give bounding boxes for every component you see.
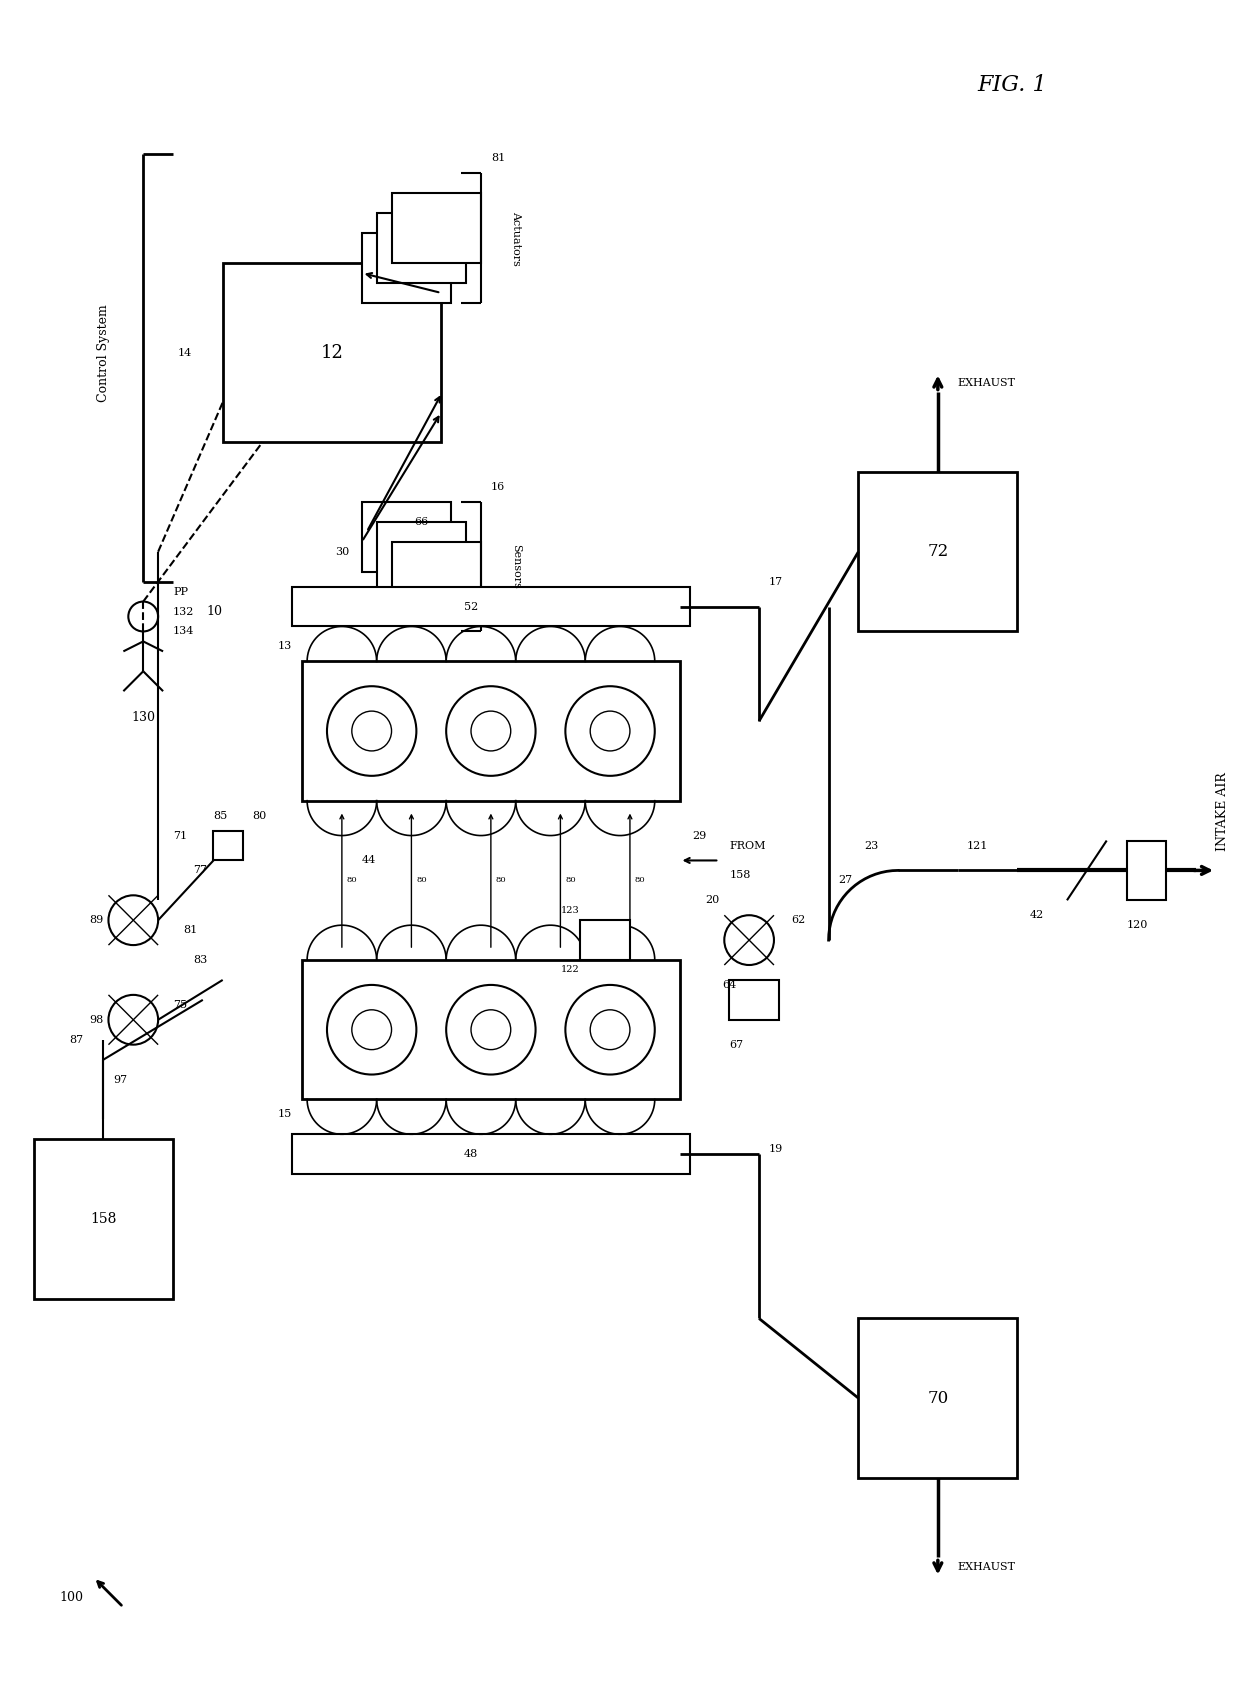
Text: 72: 72 xyxy=(928,543,949,560)
Text: 122: 122 xyxy=(560,966,579,975)
Text: 158: 158 xyxy=(91,1211,117,1226)
Text: 23: 23 xyxy=(864,840,878,850)
Text: 64: 64 xyxy=(722,980,737,990)
Text: 42: 42 xyxy=(1030,910,1044,920)
Text: 52: 52 xyxy=(464,602,479,612)
Text: 10: 10 xyxy=(207,606,223,617)
Text: 130: 130 xyxy=(131,711,155,725)
Bar xyxy=(213,830,243,861)
Bar xyxy=(392,194,481,264)
Bar xyxy=(377,522,466,592)
Bar xyxy=(293,587,689,626)
Text: 80: 80 xyxy=(635,876,646,885)
Bar xyxy=(33,1140,174,1298)
Text: Actuators: Actuators xyxy=(511,211,521,265)
Text: 98: 98 xyxy=(89,1015,103,1024)
Text: 13: 13 xyxy=(278,641,293,651)
Text: 75: 75 xyxy=(174,1000,187,1010)
Text: 20: 20 xyxy=(706,895,719,905)
Text: 66: 66 xyxy=(414,517,429,527)
Text: 48: 48 xyxy=(464,1150,479,1158)
Text: 89: 89 xyxy=(89,915,103,925)
Text: 17: 17 xyxy=(769,577,784,587)
Text: Control System: Control System xyxy=(97,304,110,401)
Bar xyxy=(858,1318,1017,1478)
Text: 16: 16 xyxy=(491,481,505,492)
Text: 123: 123 xyxy=(560,905,579,915)
Text: INTAKE AIR: INTAKE AIR xyxy=(1216,772,1229,850)
Text: PP: PP xyxy=(174,587,188,597)
Bar xyxy=(362,502,451,572)
Text: 67: 67 xyxy=(729,1039,744,1050)
Bar xyxy=(223,264,441,442)
Text: 100: 100 xyxy=(60,1590,83,1604)
Text: 44: 44 xyxy=(362,856,376,866)
Bar xyxy=(392,543,481,612)
Bar xyxy=(377,213,466,282)
Text: 19: 19 xyxy=(769,1145,784,1155)
Text: FIG. 1: FIG. 1 xyxy=(977,73,1048,95)
Text: 121: 121 xyxy=(967,840,988,850)
Text: EXHAUST: EXHAUST xyxy=(957,1563,1016,1572)
Text: 81: 81 xyxy=(184,925,197,936)
Text: 15: 15 xyxy=(278,1109,293,1119)
Text: FROM: FROM xyxy=(729,840,766,850)
Text: 83: 83 xyxy=(193,954,207,964)
Text: EXHAUST: EXHAUST xyxy=(957,378,1016,388)
Text: 80: 80 xyxy=(417,876,427,885)
Bar xyxy=(362,233,451,303)
Text: 87: 87 xyxy=(69,1034,83,1044)
Text: 70: 70 xyxy=(928,1390,949,1407)
Text: 134: 134 xyxy=(174,626,195,636)
Text: 62: 62 xyxy=(791,915,806,925)
Bar xyxy=(293,1135,689,1174)
Text: 30: 30 xyxy=(335,546,348,556)
Text: 29: 29 xyxy=(692,830,707,840)
Text: 85: 85 xyxy=(213,811,227,820)
Text: 80: 80 xyxy=(347,876,357,885)
Text: 80: 80 xyxy=(496,876,506,885)
Text: 71: 71 xyxy=(174,830,187,840)
Text: 97: 97 xyxy=(113,1075,128,1085)
Text: 14: 14 xyxy=(179,347,192,357)
Bar xyxy=(303,662,680,801)
Text: 80: 80 xyxy=(253,811,267,820)
Text: 120: 120 xyxy=(1127,920,1148,930)
Text: Sensors: Sensors xyxy=(511,544,521,589)
Text: 77: 77 xyxy=(193,866,207,876)
Bar xyxy=(729,980,779,1021)
Bar xyxy=(580,920,630,959)
Text: 80: 80 xyxy=(565,876,577,885)
Text: 132: 132 xyxy=(174,607,195,616)
Bar xyxy=(1127,840,1167,900)
Text: 12: 12 xyxy=(320,344,343,362)
Text: 27: 27 xyxy=(838,876,853,886)
Text: 158: 158 xyxy=(729,871,750,881)
Bar xyxy=(858,473,1017,631)
Text: 81: 81 xyxy=(491,153,505,163)
Bar xyxy=(303,959,680,1099)
